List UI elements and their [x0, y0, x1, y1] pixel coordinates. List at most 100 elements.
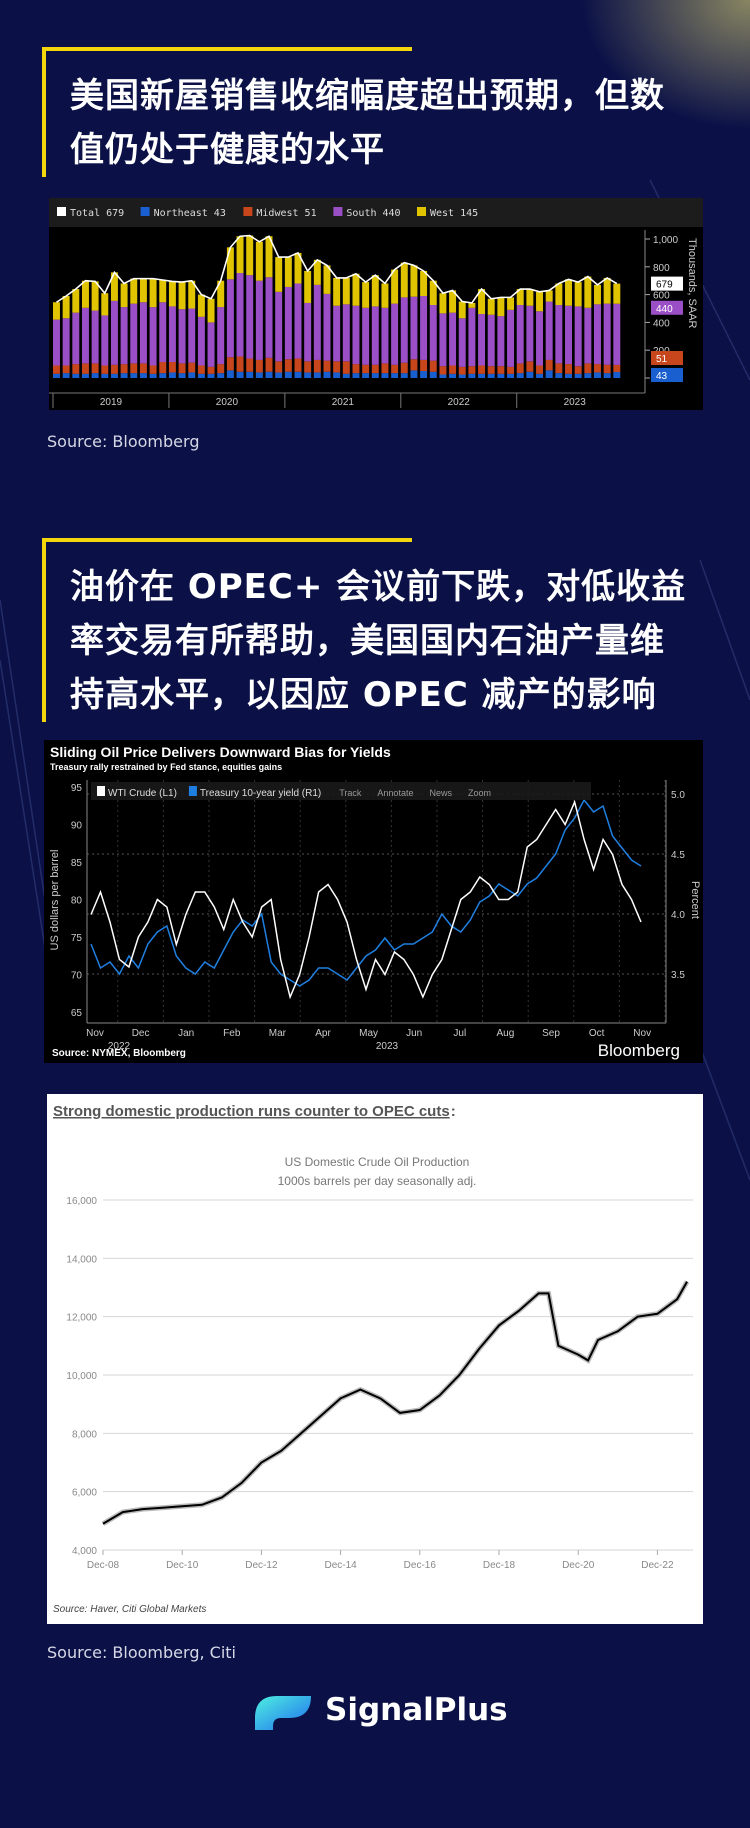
bar-segment-west [381, 283, 389, 308]
bar-segment-midwest [313, 359, 321, 373]
bar-segment-south [391, 303, 399, 365]
x-tick-label: Dec-22 [641, 1560, 674, 1571]
bar-segment-northeast [487, 373, 495, 378]
bar-segment-midwest [188, 362, 196, 373]
bar-segment-west [139, 278, 147, 303]
year-label: 2023 [564, 397, 587, 408]
bar-segment-northeast [188, 372, 196, 378]
bar-segment-west [168, 281, 176, 307]
y-tick-label: 400 [653, 318, 670, 329]
legend-swatch [417, 207, 426, 216]
left-tick-label: 95 [71, 783, 83, 794]
value-tag-label: 440 [656, 304, 673, 315]
bar-segment-south [91, 310, 99, 364]
heading-line: 率交易有所帮助，美国国内石油产量维 [70, 621, 665, 661]
left-axis-title: US dollars per barrel [49, 850, 61, 951]
bar-segment-south [246, 275, 254, 359]
bar-segment-midwest [139, 363, 147, 374]
bar-segment-west [468, 302, 476, 308]
bar-segment-south [168, 306, 176, 363]
new-home-sales-chart: Total 679 Northeast 43 Midwest 51 South 440… [49, 198, 703, 410]
y-tick-label: 600 [653, 291, 670, 302]
year-label: 2020 [216, 397, 239, 408]
bar-segment-west [207, 298, 215, 323]
bar-segment-midwest [72, 364, 80, 374]
bar-segment-midwest [246, 358, 254, 372]
corner-glow [580, 0, 750, 130]
bar-segment-northeast [313, 372, 321, 378]
bar-segment-northeast [574, 373, 582, 378]
bar-segment-northeast [536, 373, 544, 378]
bar-segment-west [304, 270, 312, 303]
bar-segment-midwest [265, 357, 273, 372]
bar-segment-west [294, 252, 302, 284]
right-tick-label: 4.0 [671, 910, 685, 921]
y-tick-label: 12,000 [66, 1313, 97, 1324]
bar-segment-northeast [178, 373, 186, 378]
toolbar-news[interactable]: News [429, 788, 452, 798]
bar-segment-midwest [352, 364, 360, 374]
bar-segment-northeast [507, 373, 515, 378]
bar-segment-west [275, 257, 283, 292]
bar-segment-west [101, 293, 109, 316]
right-tick-label: 5.0 [671, 790, 685, 801]
x-tick-label: Nov [86, 1028, 104, 1039]
bar-segment-south [197, 316, 205, 366]
bar-segment-south [516, 305, 524, 364]
bar-segment-south [323, 293, 331, 361]
bar-segment-midwest [420, 359, 428, 372]
bar-segment-midwest [536, 365, 544, 374]
x-tick-label: Mar [269, 1028, 287, 1039]
bar-segment-northeast [207, 373, 215, 378]
bar-segment-northeast [265, 371, 273, 378]
legend-swatch [140, 207, 150, 216]
bar-segment-northeast [458, 374, 466, 378]
bar-segment-midwest [342, 361, 350, 374]
chart-background [47, 1094, 703, 1624]
toolbar-annotate[interactable]: Annotate [377, 788, 413, 798]
total-line [56, 234, 618, 304]
bar-segment-south [362, 307, 370, 365]
left-tick-label: 70 [71, 971, 83, 982]
bar-segment-south [381, 307, 389, 364]
y-tick-label: 14,000 [66, 1254, 97, 1265]
bar-segment-south [410, 296, 418, 360]
x-tick-label: Dec-18 [483, 1560, 516, 1571]
bar-segment-south [333, 305, 341, 362]
bar-segment-northeast [555, 373, 563, 378]
chart-subtitle: Treasury rally restrained by Fed stance,… [50, 762, 282, 772]
bar-segment-northeast [526, 371, 534, 378]
bar-segment-northeast [130, 373, 138, 378]
legend-band [49, 198, 703, 227]
bar-segment-northeast [284, 371, 292, 378]
bar-segment-northeast [246, 371, 254, 378]
bar-segment-west [323, 265, 331, 294]
bar-segment-midwest [101, 365, 109, 374]
toolbar-zoom[interactable]: Zoom [468, 788, 491, 798]
bar-segment-northeast [91, 373, 99, 378]
bloomberg-logo: Bloomberg [598, 1041, 680, 1060]
bar-segment-midwest [391, 364, 399, 374]
heading-line: 值仍处于健康的水平 [70, 130, 385, 170]
oil-yield-chart: Sliding Oil Price Delivers Downward Bias… [44, 740, 703, 1063]
bar-segment-northeast [468, 373, 476, 378]
chart-title: US Domestic Crude Oil Production [285, 1155, 470, 1169]
legend-label: Midwest 51 [256, 208, 316, 219]
y-tick-label: 8,000 [72, 1429, 97, 1440]
bar-segment-northeast [217, 373, 225, 378]
bar-segment-west [507, 297, 515, 310]
bar-segment-midwest [159, 362, 167, 374]
bar-segment-west [497, 297, 505, 317]
bar-segment-midwest [333, 361, 341, 373]
left-tick-label: 90 [71, 821, 83, 832]
year-label: 2019 [100, 397, 123, 408]
bar-segment-northeast [603, 373, 611, 378]
bar-segment-midwest [526, 361, 534, 372]
bar-segment-northeast [613, 372, 621, 378]
x-tick-label: Oct [589, 1028, 605, 1039]
x-tick-label: Nov [633, 1028, 651, 1039]
bar-segment-northeast [159, 373, 167, 378]
bar-segment-west [149, 278, 157, 308]
toolbar-track[interactable]: Track [339, 788, 362, 798]
bar-segment-midwest [149, 365, 157, 374]
